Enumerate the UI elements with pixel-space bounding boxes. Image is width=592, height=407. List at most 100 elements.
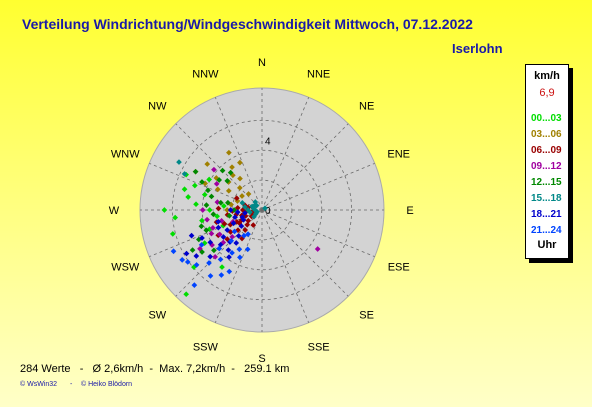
data-point-5-12: [252, 199, 259, 205]
data-point-0-3: [181, 186, 188, 193]
data-point-3-11: [211, 166, 217, 173]
spoke-se: [261, 209, 349, 297]
data-point-5-15: [239, 200, 246, 206]
data-point-1-1: [229, 164, 235, 170]
speed-legend: km/h 6,9 00...03 03...06 06...09 09...12…: [525, 64, 569, 259]
data-point-1-6: [236, 184, 243, 191]
data-point-3-7: [204, 216, 210, 223]
data-point-6-1: [230, 220, 237, 227]
data-point-0-7: [199, 217, 205, 224]
direction-label-e: E: [406, 205, 413, 217]
data-point-7-4: [207, 273, 214, 279]
rose-points: [161, 149, 321, 298]
data-point-6-3: [220, 234, 227, 240]
direction-label-wsw: WSW: [111, 262, 140, 274]
direction-label-n: N: [258, 57, 266, 69]
legend-band-4: 12...15: [531, 177, 562, 188]
data-point-6-12: [188, 232, 195, 239]
spoke-ne: [261, 123, 349, 211]
legend-hour-label: Uhr: [537, 239, 557, 251]
data-point-0-6: [193, 201, 199, 208]
data-point-6-14: [242, 210, 248, 216]
data-point-7-3: [236, 246, 243, 253]
direction-label-nnw: NNW: [192, 68, 219, 80]
data-point-2-17: [233, 195, 240, 202]
data-point-2-15: [234, 205, 241, 211]
data-point-3-13: [199, 207, 206, 213]
data-point-0-11: [183, 291, 190, 298]
direction-label-w: W: [109, 205, 120, 217]
speed-ring-0: [231, 179, 293, 241]
direction-label-nw: NW: [148, 100, 167, 112]
data-point-0-12: [219, 264, 225, 270]
data-point-4-17: [226, 212, 233, 219]
data-point-5-0: [176, 159, 182, 165]
legend-max-value: 6,9: [539, 87, 555, 99]
direction-label-ne: NE: [359, 100, 374, 112]
data-point-6-9: [193, 253, 200, 259]
data-point-5-13: [245, 207, 251, 213]
spoke-ssw: [214, 209, 263, 323]
data-point-0-4: [192, 182, 198, 189]
data-point-4-3: [205, 187, 211, 194]
data-point-4-5: [217, 199, 224, 206]
data-point-7-1: [217, 256, 224, 263]
data-point-6-11: [199, 235, 205, 241]
data-point-7-13: [170, 248, 177, 255]
data-point-7-18: [231, 228, 238, 235]
data-point-3-10: [213, 181, 220, 187]
data-point-4-18: [231, 207, 237, 213]
data-point-3-1: [216, 231, 223, 238]
data-point-6-2: [224, 227, 231, 233]
data-point-6-10: [183, 250, 190, 257]
rose-base: N NNE NE ENE E ESE SE SSE S SSW SW WSW W WNW NW NNW 0 4: [109, 57, 414, 365]
data-point-6-20: [227, 207, 234, 213]
data-point-0-16: [201, 191, 208, 198]
data-point-2-26: [245, 217, 252, 224]
data-point-4-6: [203, 202, 210, 208]
data-point-5-2: [262, 205, 268, 212]
data-point-3-2: [208, 230, 215, 237]
data-point-4-13: [211, 247, 217, 254]
data-point-7-7: [184, 259, 191, 265]
location-label: Iserlohn: [452, 41, 503, 56]
direction-label-se: SE: [359, 310, 374, 322]
data-point-1-0: [226, 149, 232, 156]
data-point-4-2: [216, 177, 222, 183]
data-point-4-9: [203, 227, 210, 234]
data-point-1-14: [237, 175, 243, 182]
summary-stats: 284 Werte - Ø 2,6km/h - Max. 7,2km/h - 2…: [20, 363, 290, 375]
data-point-7-9: [228, 237, 235, 244]
direction-label-sse: SSE: [308, 342, 330, 354]
credit-software: © WsWin32: [20, 381, 58, 388]
data-point-6-22: [215, 224, 222, 231]
data-point-6-6: [225, 247, 232, 253]
data-point-6-15: [238, 223, 245, 229]
data-point-2-6: [244, 221, 251, 228]
data-point-1-5: [225, 188, 232, 194]
data-point-0-1: [169, 231, 176, 237]
data-point-3-15: [229, 233, 236, 240]
data-point-0-19: [221, 203, 227, 209]
legend-band-7: 21...24: [531, 225, 562, 236]
data-point-2-12: [242, 227, 249, 233]
data-point-1-7: [214, 186, 221, 193]
data-point-4-7: [210, 211, 217, 218]
legend-band-2: 06...09: [531, 145, 562, 156]
data-point-3-5: [210, 225, 216, 231]
legend-band-6: 18...21: [531, 209, 562, 220]
data-point-7-5: [218, 272, 225, 278]
data-point-4-12: [199, 249, 205, 255]
ring-label-0: 0: [265, 206, 271, 217]
data-point-4-19: [225, 199, 231, 206]
data-point-0-14: [206, 176, 213, 183]
data-point-4-0: [192, 168, 199, 175]
data-point-7-16: [245, 231, 251, 237]
data-point-0-13: [206, 207, 213, 213]
data-point-0-2: [172, 214, 179, 221]
legend-band-5: 15...18: [531, 193, 562, 204]
data-point-1-16: [204, 161, 211, 167]
legend-band-3: 09...12: [531, 161, 562, 172]
data-point-4-15: [219, 167, 226, 174]
